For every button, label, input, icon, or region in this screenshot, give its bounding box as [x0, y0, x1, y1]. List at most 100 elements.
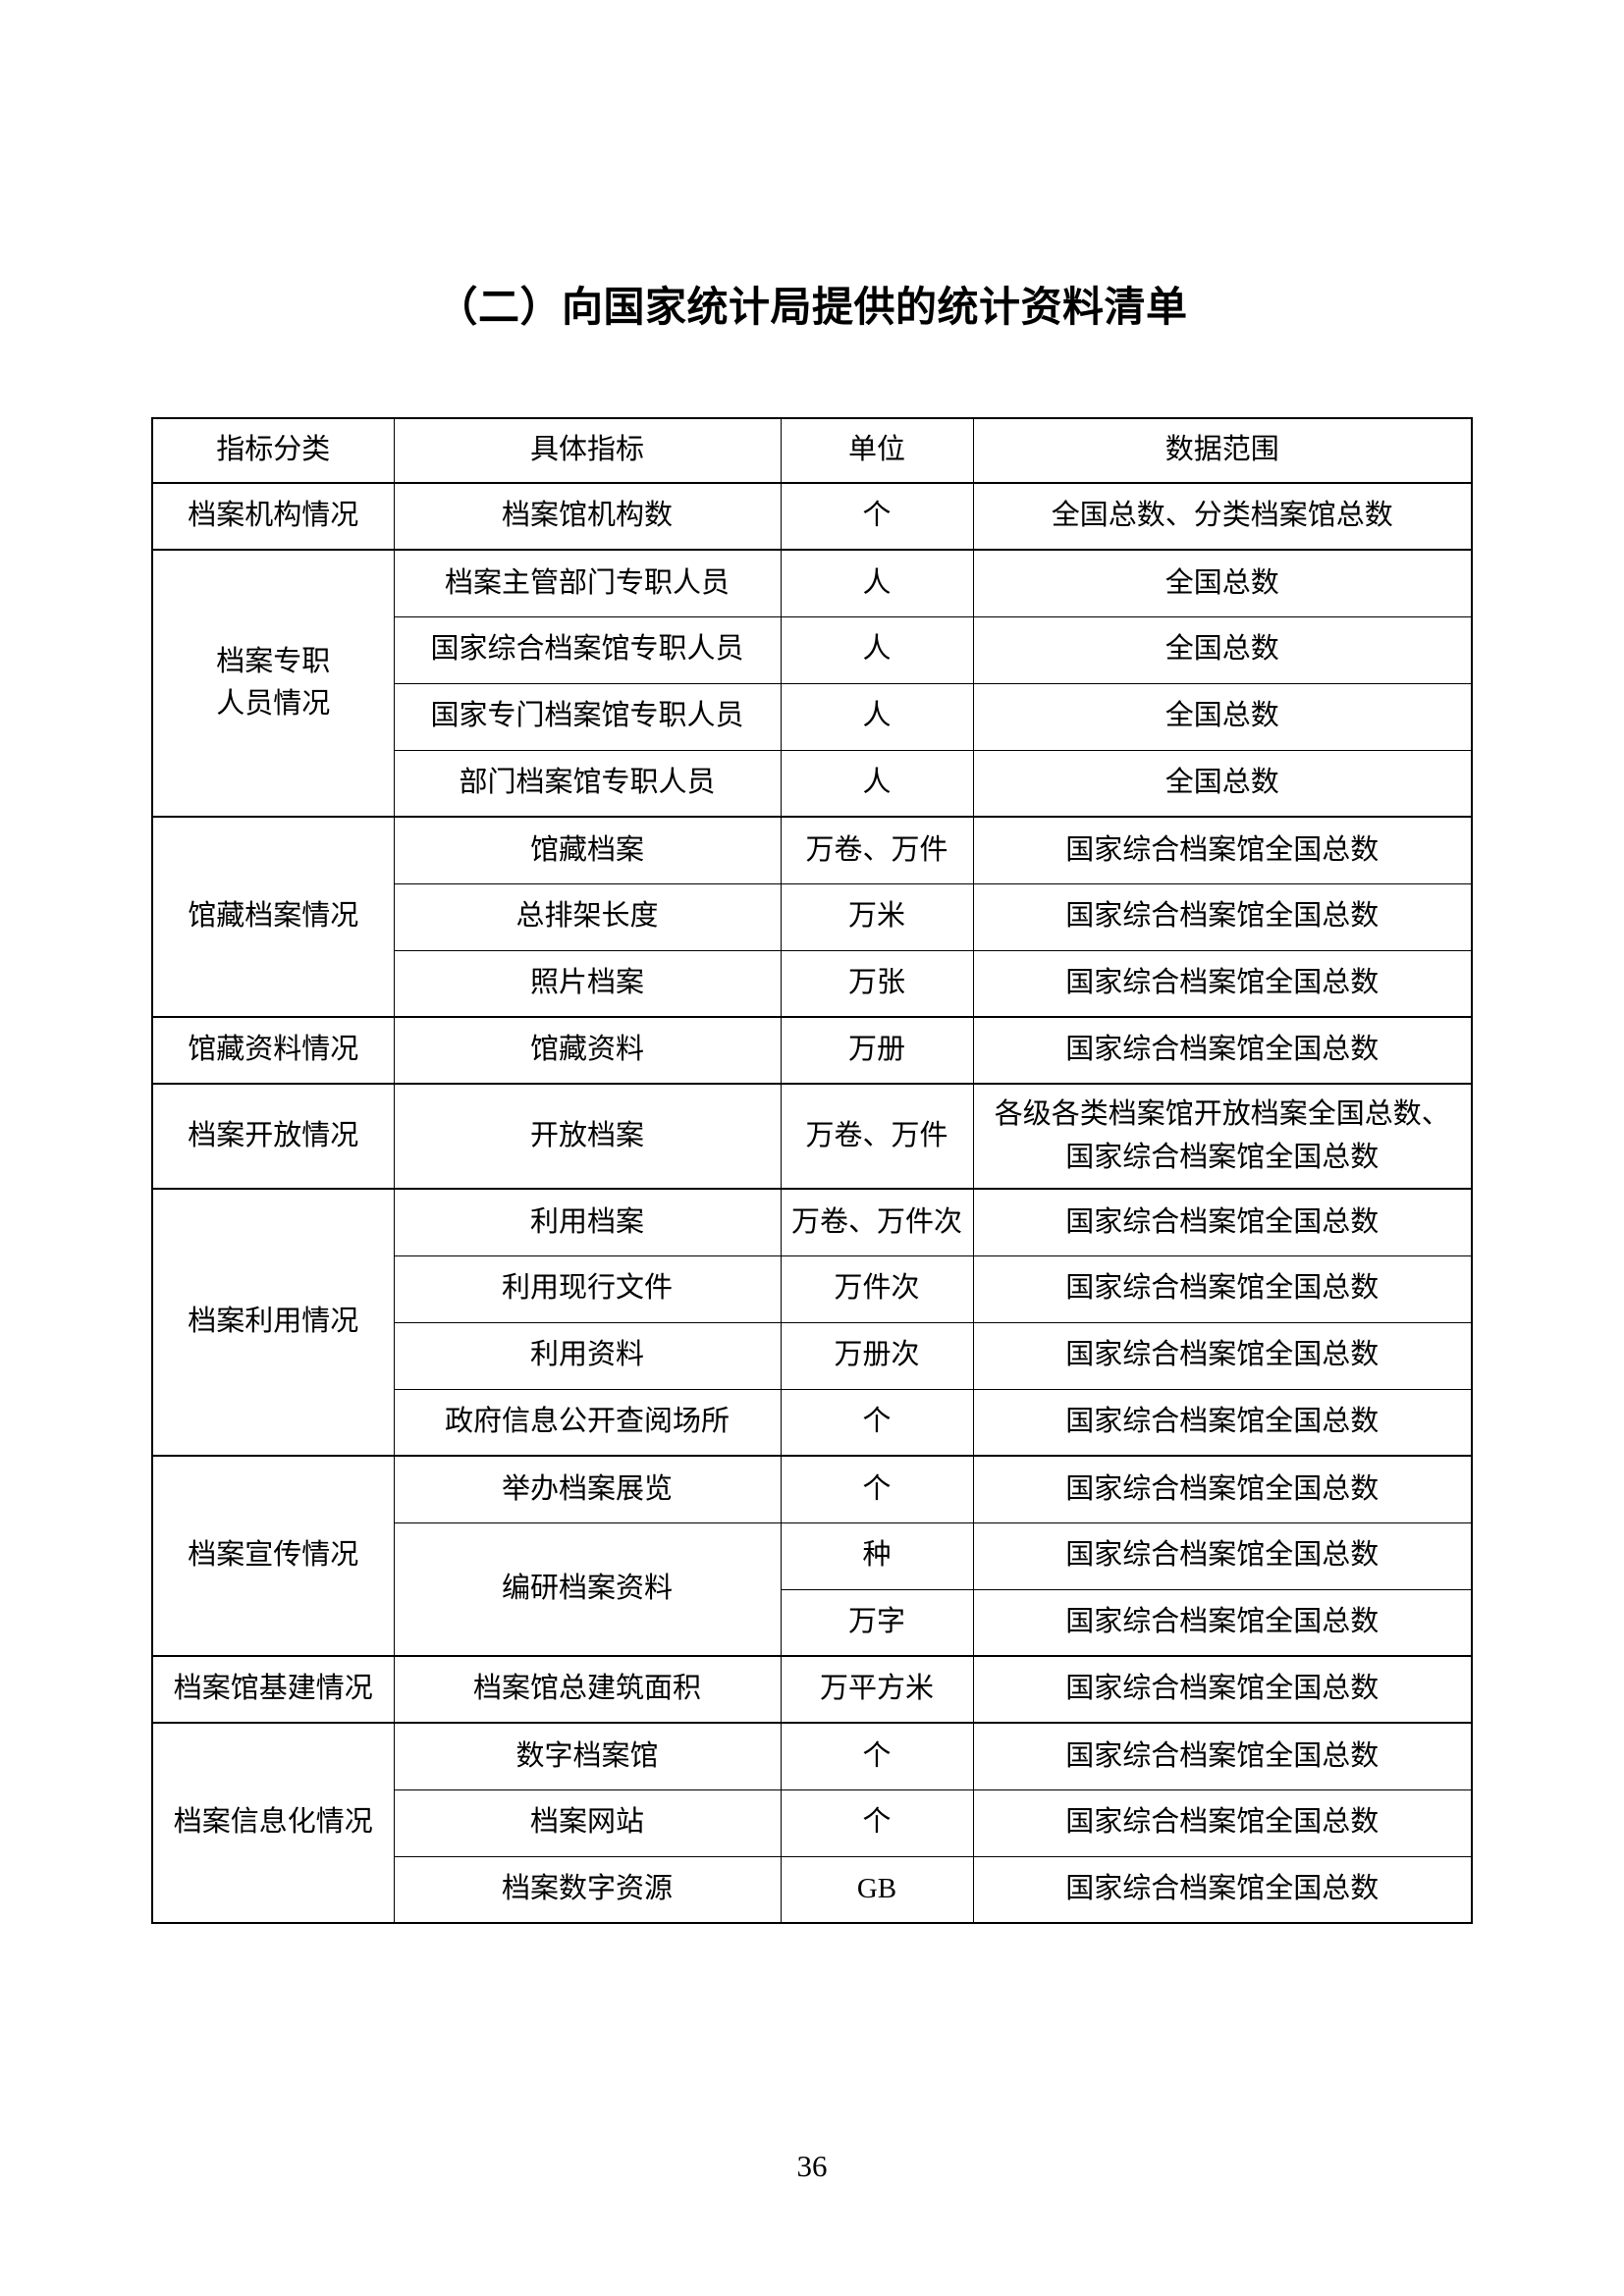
category-cell: 档案专职 人员情况: [151, 549, 395, 818]
scope-line: 各级各类档案馆开放档案全国总数、: [994, 1098, 1450, 1131]
table-row: 档案数字资源 GB 国家综合档案馆全国总数: [152, 1855, 1473, 1924]
category-line: 档案专职: [216, 645, 331, 677]
table-row: 编研档案资料 种 国家综合档案馆全国总数: [152, 1522, 1473, 1657]
statistics-table: 指标分类 具体指标 单位 数据范围 档案机构情况 档案馆机构数 个 全国总数、分…: [151, 417, 1473, 1925]
indicator-cell: 利用现行文件: [393, 1255, 782, 1323]
unit-cell: 个: [780, 1722, 974, 1790]
category-cell: 档案宣传情况: [151, 1455, 395, 1657]
category-cell: 档案机构情况: [151, 482, 395, 551]
category-cell: 馆藏档案情况: [151, 816, 395, 1018]
col-header-indicator: 具体指标: [393, 417, 782, 485]
table-row: 利用资料 万册次 国家综合档案馆全国总数: [152, 1321, 1473, 1390]
table-row: 馆藏档案情况 馆藏档案 万卷、万件 国家综合档案馆全国总数: [151, 816, 1473, 1018]
unit-cell: 个: [780, 1455, 974, 1523]
indicator-cell: 国家综合档案馆专职人员: [393, 615, 782, 684]
indicator-cell: 档案网站: [393, 1789, 782, 1857]
indicator-cell: 档案馆机构数: [393, 482, 782, 551]
scope-cell: 国家综合档案馆全国总数: [972, 1722, 1473, 1790]
scope-cell: 全国总数: [972, 549, 1473, 617]
scope-cell: 国家综合档案馆全国总数: [972, 1455, 1473, 1523]
table-row: 档案机构情况 档案馆机构数 个 全国总数、分类档案馆总数: [151, 482, 1473, 551]
scope-cell: 国家综合档案馆全国总数: [972, 1255, 1473, 1323]
unit-cell: 万张: [780, 949, 974, 1018]
scope-cell: 国家综合档案馆全国总数: [972, 1388, 1473, 1457]
unit-cell: 个: [780, 1789, 974, 1857]
unit-cell: GB: [780, 1855, 974, 1924]
col-header-unit: 单位: [780, 417, 974, 485]
unit-cell: 万册次: [780, 1321, 974, 1390]
scope-cell: 国家综合档案馆全国总数: [972, 882, 1473, 951]
table-row: 档案信息化情况 数字档案馆 个 国家综合档案馆全国总数: [151, 1722, 1473, 1924]
scope-cell: 全国总数、分类档案馆总数: [972, 482, 1473, 551]
table-row: 照片档案 万张 国家综合档案馆全国总数: [152, 949, 1473, 1018]
page-number: 36: [796, 2149, 828, 2183]
indicator-cell: 档案馆总建筑面积: [393, 1655, 782, 1724]
category-cell: 馆藏资料情况: [151, 1016, 395, 1085]
unit-cell: 万字: [780, 1588, 974, 1657]
table-row: 馆藏资料情况 馆藏资料 万册 国家综合档案馆全国总数: [151, 1016, 1473, 1085]
unit-cell: 人: [780, 749, 974, 818]
scope-cell: 国家综合档案馆全国总数: [972, 949, 1473, 1018]
indicator-cell: 开放档案: [393, 1083, 782, 1190]
unit-cell: 人: [780, 615, 974, 684]
indicator-cell: 档案主管部门专职人员: [393, 549, 782, 617]
unit-cell: 个: [780, 482, 974, 551]
unit-cell: 万件次: [780, 1255, 974, 1323]
table-row: 政府信息公开查阅场所 个 国家综合档案馆全国总数: [152, 1388, 1473, 1457]
table-row: 档案开放情况 开放档案 万卷、万件 各级各类档案馆开放档案全国总数、 国家综合档…: [151, 1083, 1473, 1190]
category-cell: 档案信息化情况: [151, 1722, 395, 1924]
category-cell: 档案开放情况: [151, 1083, 395, 1190]
unit-cell: 万册: [780, 1016, 974, 1085]
unit-cell: 万卷、万件次: [780, 1188, 974, 1256]
unit-cell: 万米: [780, 882, 974, 951]
indicator-cell: 举办档案展览: [393, 1455, 782, 1523]
unit-cell: 个: [780, 1388, 974, 1457]
scope-cell: 全国总数: [972, 615, 1473, 684]
scope-cell: 国家综合档案馆全国总数: [972, 1855, 1473, 1924]
scope-cell: 国家综合档案馆全国总数: [972, 1655, 1473, 1724]
table-row: 档案宣传情况 举办档案展览 个 国家综合档案馆全国总数: [151, 1455, 1473, 1657]
scope-cell: 全国总数: [972, 682, 1473, 751]
scope-line: 国家综合档案馆全国总数: [1065, 1141, 1380, 1173]
indicator-cell: 馆藏资料: [393, 1016, 782, 1085]
scope-cell: 国家综合档案馆全国总数: [972, 1789, 1473, 1857]
scope-cell: 全国总数: [972, 749, 1473, 818]
indicator-cell: 利用档案: [393, 1188, 782, 1256]
unit-cell: 万平方米: [780, 1655, 974, 1724]
table-header-row: 指标分类 具体指标 单位 数据范围: [151, 417, 1473, 485]
unit-cell: 万卷、万件: [780, 1083, 974, 1190]
indicator-cell: 编研档案资料: [393, 1522, 782, 1657]
table-row: 国家综合档案馆专职人员 人 全国总数: [152, 615, 1473, 684]
scope-cell: 各级各类档案馆开放档案全国总数、 国家综合档案馆全国总数: [972, 1083, 1473, 1190]
indicator-cell: 照片档案: [393, 949, 782, 1018]
section-title: （二）向国家统计局提供的统计资料清单: [436, 286, 1188, 331]
col-header-category: 指标分类: [151, 417, 395, 485]
table-row: 利用现行文件 万件次 国家综合档案馆全国总数: [152, 1255, 1473, 1323]
scope-cell: 国家综合档案馆全国总数: [972, 1321, 1473, 1390]
indicator-cell: 利用资料: [393, 1321, 782, 1390]
table-row: 档案利用情况 利用档案 万卷、万件次 国家综合档案馆全国总数: [151, 1188, 1473, 1457]
scope-cell: 国家综合档案馆全国总数: [972, 816, 1473, 884]
indicator-cell: 政府信息公开查阅场所: [393, 1388, 782, 1457]
category-cell: 档案利用情况: [151, 1188, 395, 1457]
indicator-cell: 部门档案馆专职人员: [393, 749, 782, 818]
table-row: 总排架长度 万米 国家综合档案馆全国总数: [152, 882, 1473, 951]
category-cell: 档案馆基建情况: [151, 1655, 395, 1724]
indicator-cell: 数字档案馆: [393, 1722, 782, 1790]
unit-cell: 人: [780, 549, 974, 617]
unit-cell: 人: [780, 682, 974, 751]
scope-cell: 国家综合档案馆全国总数: [972, 1016, 1473, 1085]
scope-cell: 国家综合档案馆全国总数: [972, 1188, 1473, 1256]
unit-cell: 万卷、万件: [780, 816, 974, 884]
indicator-cell: 国家专门档案馆专职人员: [393, 682, 782, 751]
table-row: 万字 国家综合档案馆全国总数: [152, 1588, 1473, 1657]
scope-cell: 国家综合档案馆全国总数: [972, 1588, 1473, 1657]
table-row: 档案馆基建情况 档案馆总建筑面积 万平方米 国家综合档案馆全国总数: [151, 1655, 1473, 1724]
category-line: 人员情况: [216, 688, 331, 721]
scope-cell: 国家综合档案馆全国总数: [972, 1522, 1473, 1590]
indicator-cell: 档案数字资源: [393, 1855, 782, 1924]
unit-cell: 种: [780, 1522, 974, 1590]
indicator-cell: 总排架长度: [393, 882, 782, 951]
indicator-cell: 馆藏档案: [393, 816, 782, 884]
